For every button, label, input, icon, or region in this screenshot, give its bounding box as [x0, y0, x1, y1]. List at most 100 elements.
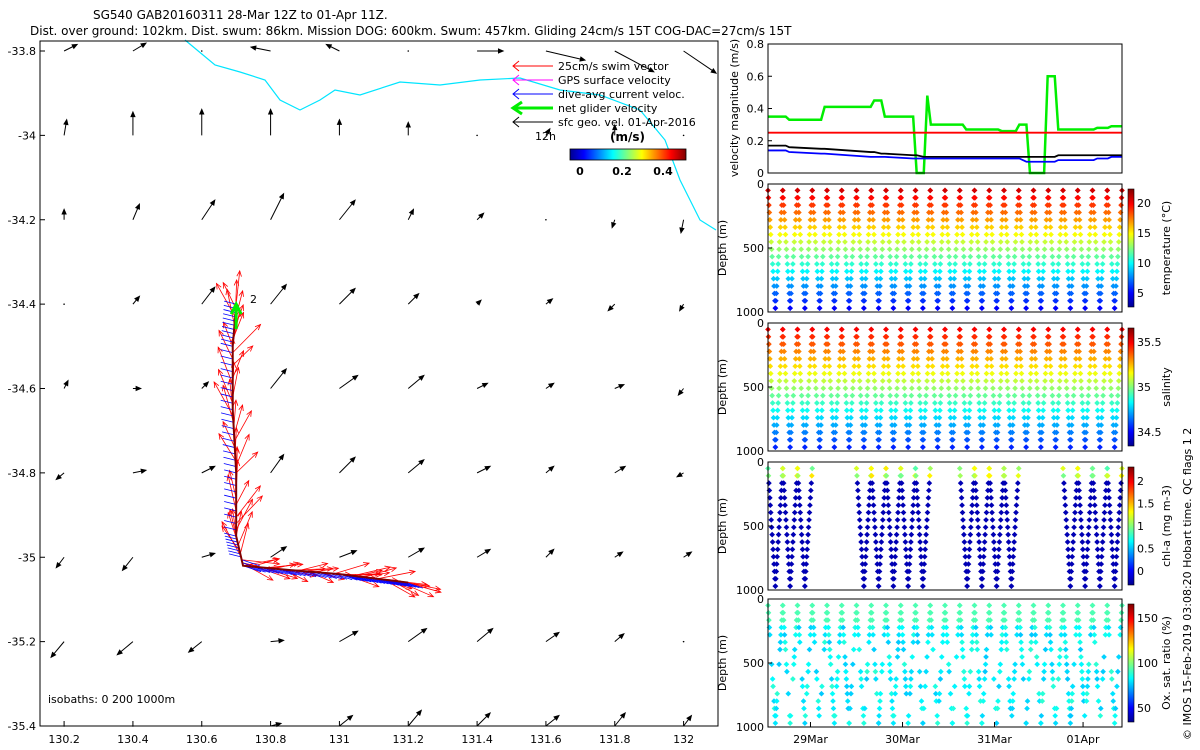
profile-point	[848, 407, 855, 414]
profile-point	[974, 231, 981, 238]
profile-point	[876, 568, 883, 575]
profile-point	[907, 683, 914, 690]
profile-point	[920, 720, 926, 726]
profile-point	[1068, 705, 1075, 712]
dac-vector	[228, 550, 241, 555]
profile-point	[791, 231, 798, 238]
profile-point	[799, 261, 805, 267]
profile-point	[769, 531, 775, 538]
profile-point	[969, 224, 976, 231]
profile-point	[1043, 363, 1049, 370]
coastline	[184, 39, 717, 231]
profile-point	[903, 553, 910, 560]
profile-point	[784, 400, 791, 406]
profile-point	[1048, 378, 1055, 384]
profile-point	[980, 690, 987, 697]
profile-point	[927, 602, 934, 609]
profile-point	[837, 356, 843, 362]
profile-point	[788, 561, 795, 567]
profile-point	[1077, 231, 1084, 238]
profile-point	[1035, 268, 1042, 275]
profile-point	[768, 246, 775, 253]
profile-point	[1061, 348, 1068, 355]
profile-point	[782, 231, 789, 238]
profile-point	[1062, 632, 1068, 638]
profile-point	[862, 414, 869, 421]
profile-point	[796, 624, 802, 631]
profile-point	[848, 690, 854, 697]
profile-point	[815, 705, 822, 712]
profile-point	[935, 436, 941, 443]
profile-point	[979, 290, 986, 297]
profile-point	[1006, 268, 1012, 275]
profile-point	[921, 561, 928, 567]
profile-colorbar-tick: 1.5	[1137, 498, 1155, 511]
profile-point	[1095, 698, 1102, 704]
profile-point	[1115, 378, 1122, 384]
profile-point	[987, 480, 994, 486]
profile-point	[986, 326, 993, 333]
profile-point	[1003, 646, 1010, 653]
profile-point	[1109, 676, 1115, 682]
profile-point	[1041, 246, 1048, 253]
profile-point	[897, 187, 904, 194]
profile-point	[937, 400, 944, 406]
geo-vector	[201, 286, 216, 305]
profile-point	[957, 194, 964, 201]
profile-y-tick-label: 500	[743, 381, 764, 394]
profile-point	[917, 407, 924, 414]
profile-point	[1075, 480, 1082, 486]
profile-point	[803, 414, 810, 421]
profile-point	[1049, 392, 1056, 399]
profile-point	[802, 575, 809, 582]
profile-point	[1003, 502, 1010, 509]
profile-point	[958, 356, 965, 362]
swim-arrowhead	[434, 588, 442, 594]
geo-vector	[325, 43, 340, 52]
profile-point	[861, 436, 868, 443]
profile-point	[770, 407, 776, 414]
profile-point	[1019, 246, 1026, 253]
profile-point	[921, 414, 928, 421]
profile-point	[872, 253, 879, 260]
profile-point	[962, 553, 969, 560]
profile-point	[774, 275, 781, 282]
profile-point	[957, 341, 964, 347]
profile-colorbar-tick: 50	[1137, 702, 1151, 715]
profile-point	[986, 465, 993, 472]
profile-point	[1104, 194, 1111, 201]
profile-point	[777, 231, 783, 238]
profile-point	[925, 224, 931, 231]
profile-point	[1071, 239, 1078, 245]
profile-point	[914, 224, 921, 231]
profile-point	[1086, 517, 1093, 523]
profile-colorbar-tick: 15	[1137, 227, 1151, 240]
profile-point	[947, 275, 954, 282]
profile-point	[1032, 632, 1039, 638]
profile-point	[1091, 356, 1098, 362]
profile-point	[1048, 370, 1054, 377]
profile-point	[809, 333, 816, 340]
profile-point	[991, 553, 998, 560]
profile-point	[964, 297, 971, 304]
profile-point	[821, 370, 828, 377]
profile-point	[913, 472, 919, 479]
profile-point	[988, 356, 994, 362]
profile-point	[802, 583, 808, 589]
profile-point	[789, 268, 796, 275]
profile-point	[918, 698, 925, 704]
profile-point	[866, 495, 873, 501]
profile-point	[950, 290, 957, 297]
profile-point	[1045, 194, 1052, 201]
profile-point	[1071, 246, 1077, 253]
profile-point	[884, 209, 891, 216]
profile-point	[920, 705, 927, 712]
profile-point	[884, 202, 890, 208]
profile-point	[778, 217, 784, 223]
profile-point	[902, 407, 909, 414]
velocity-y-tick-label: 0.4	[747, 103, 765, 116]
profile-point	[1019, 239, 1025, 245]
swim-arrowhead	[423, 582, 431, 588]
profile-point	[1098, 561, 1105, 567]
